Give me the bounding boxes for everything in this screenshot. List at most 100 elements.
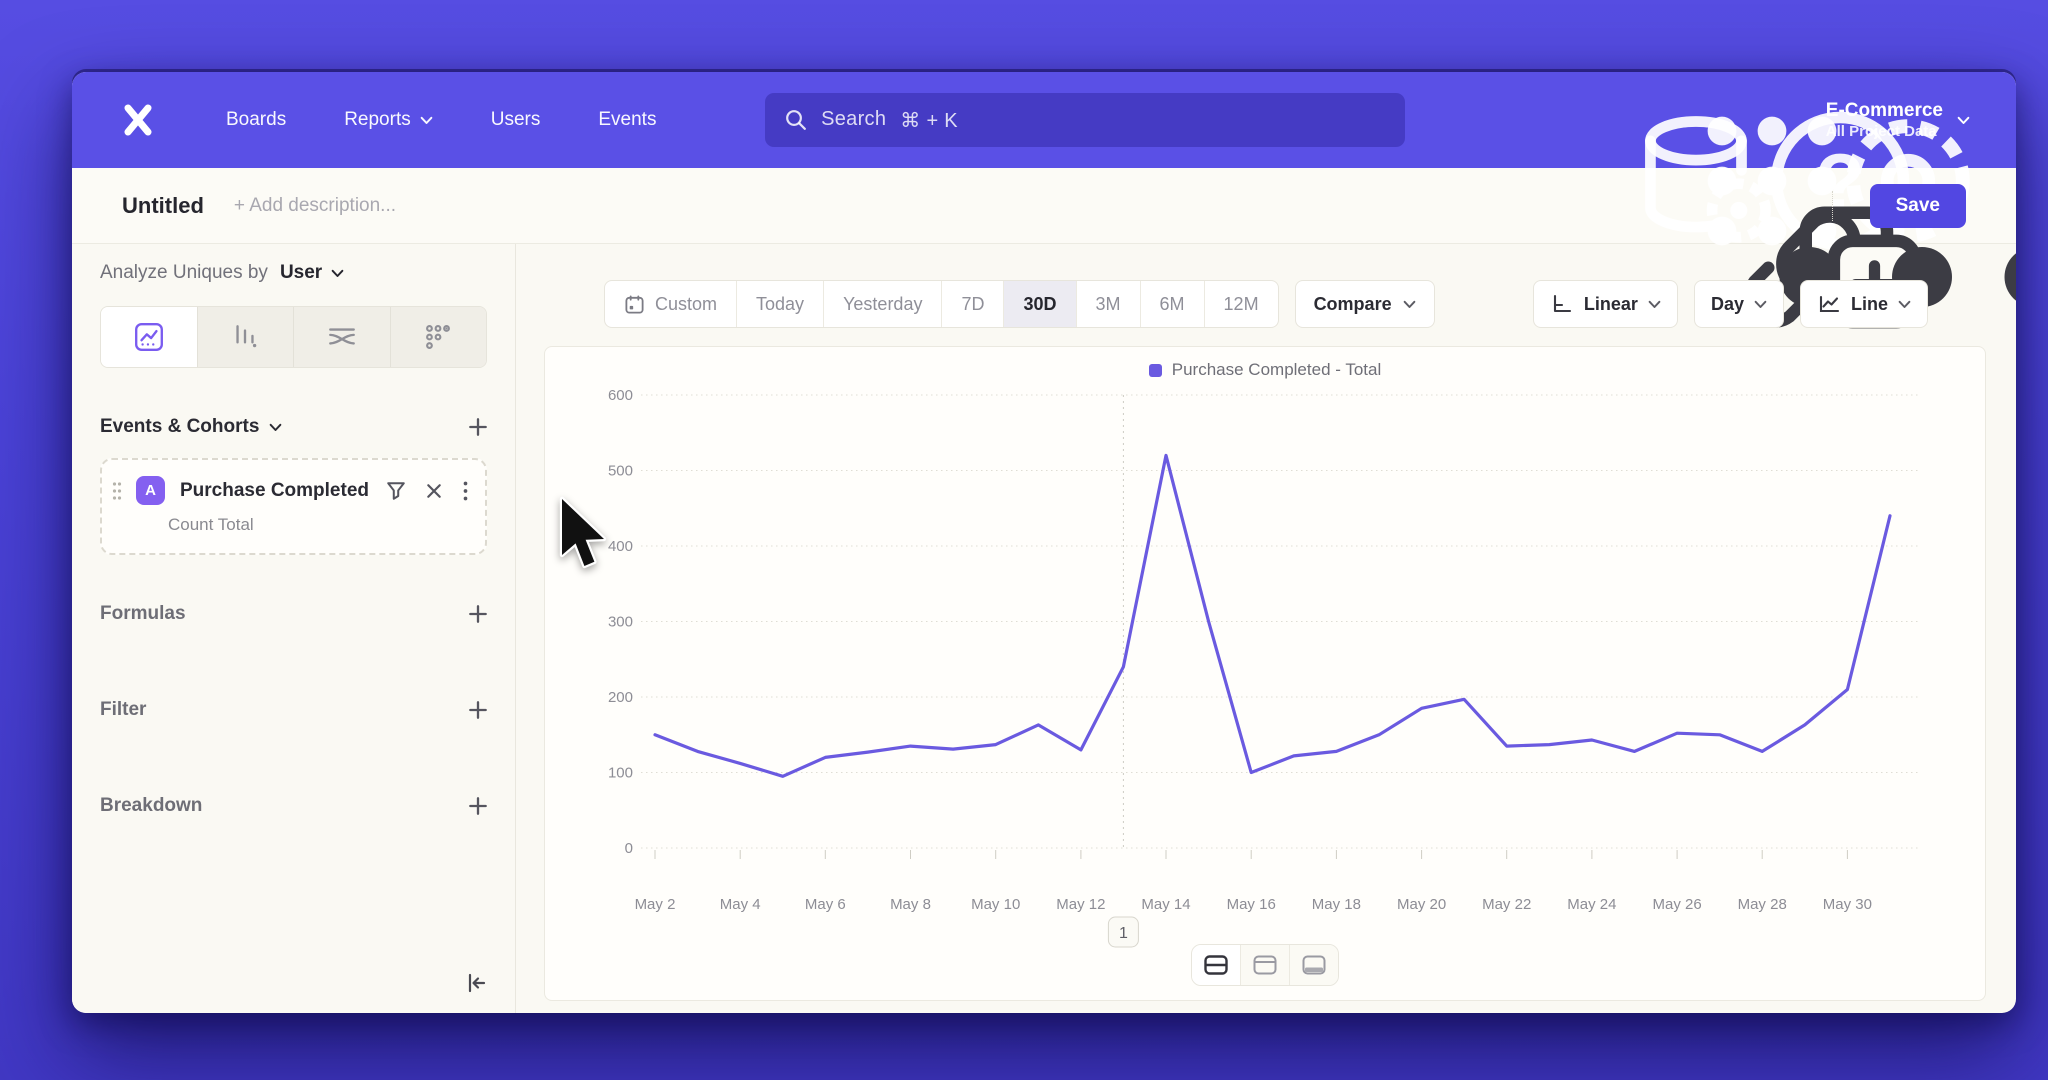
tab-insights-line[interactable] [101, 307, 198, 367]
search-input[interactable]: Search ⌘ + K [765, 93, 1406, 147]
mixpanel-logo-icon[interactable] [118, 100, 158, 140]
apps-grid-icon[interactable] [1622, 106, 1650, 134]
nav-item-events[interactable]: Events [598, 109, 657, 130]
flows-icon [326, 321, 358, 353]
event-card[interactable]: A Purchase Completed Count Total [100, 458, 487, 555]
breakdown-label: Breakdown [100, 795, 203, 816]
chevron-down-icon [1403, 300, 1416, 309]
save-button[interactable]: Save [1869, 183, 1966, 228]
split-horizontal-icon [1204, 955, 1228, 975]
breakdown-section: Breakdown [100, 795, 487, 817]
svg-text:500: 500 [608, 463, 633, 480]
date-range-segmented-control: Custom Today Yesterday 7D 30D 3M 6M 12M [604, 280, 1279, 328]
settings-gear-icon[interactable] [1758, 106, 1786, 134]
project-subtitle: All Project Data [1825, 122, 1937, 140]
scale-dropdown[interactable]: Linear [1532, 280, 1678, 328]
add-description-field[interactable]: + Add description... [233, 194, 397, 216]
svg-text:May 14: May 14 [1141, 896, 1190, 913]
nav-item-users[interactable]: Users [490, 109, 541, 130]
layout-panel-top-button[interactable] [1241, 945, 1290, 985]
tab-funnels-bar[interactable] [197, 307, 294, 367]
chevron-down-icon [269, 423, 282, 432]
chart-toolbar: Custom Today Yesterday 7D 30D 3M 6M 12M … [604, 280, 1928, 328]
chevron-down-icon [1754, 300, 1767, 309]
event-options-kebab-icon[interactable] [462, 481, 469, 501]
legend-swatch [1148, 363, 1162, 377]
range-3m[interactable]: 3M [1077, 281, 1141, 327]
svg-text:May 22: May 22 [1482, 896, 1531, 913]
svg-text:May 30: May 30 [1823, 896, 1872, 913]
analyze-label: Analyze Uniques by [100, 262, 268, 283]
panel-bottom-icon [1302, 955, 1326, 975]
data-management-icon[interactable] [1554, 106, 1582, 134]
funnels-bar-icon [229, 321, 261, 353]
top-navigation: Boards Reports Users Events Search ⌘ + K … [72, 72, 2016, 168]
range-7d[interactable]: 7D [942, 281, 1005, 327]
copy-link-icon[interactable] [1652, 194, 1676, 218]
event-letter-badge: A [136, 476, 165, 505]
line-chart-icon [1817, 292, 1841, 316]
duplicate-icon[interactable] [1712, 194, 1736, 218]
formulas-label: Formulas [100, 603, 186, 624]
add-breakdown-button[interactable] [469, 797, 487, 815]
analyze-value-dropdown[interactable]: User [279, 262, 323, 283]
add-event-button[interactable] [469, 418, 487, 436]
help-icon[interactable] [1690, 106, 1718, 134]
panel-top-icon [1253, 955, 1277, 975]
svg-text:1: 1 [1119, 925, 1128, 942]
svg-text:600: 600 [608, 387, 633, 404]
nav-right-cluster: E-Commerce All Project Data [1554, 99, 1970, 142]
range-custom[interactable]: Custom [605, 281, 738, 327]
filter-section: Filter [100, 699, 487, 721]
add-formula-button[interactable] [469, 605, 487, 623]
tab-flows[interactable] [294, 307, 391, 367]
chart-card: Purchase Completed - Total 0 100 200 300 400… [544, 346, 1986, 1001]
drag-handle-icon[interactable] [110, 481, 124, 501]
nav-item-reports[interactable]: Reports [344, 109, 433, 131]
linear-axis-icon [1550, 292, 1574, 316]
nav-item-boards[interactable]: Boards [226, 109, 287, 130]
svg-text:May 16: May 16 [1227, 896, 1276, 913]
add-filter-button[interactable] [469, 701, 487, 719]
event-name[interactable]: Purchase Completed [180, 479, 369, 501]
compare-dropdown[interactable]: Compare [1294, 280, 1435, 328]
event-aggregation[interactable]: Count Total [168, 515, 254, 534]
remove-event-icon[interactable] [426, 483, 442, 499]
project-name: E-Commerce [1825, 99, 1943, 121]
events-cohorts-header: Events & Cohorts [100, 416, 487, 438]
svg-text:May 24: May 24 [1567, 896, 1616, 913]
divider [1831, 190, 1834, 221]
events-cohorts-label[interactable]: Events & Cohorts [100, 416, 260, 437]
range-today[interactable]: Today [737, 281, 825, 327]
chart-panel: Custom Today Yesterday 7D 30D 3M 6M 12M … [516, 244, 2016, 1013]
chart-legend[interactable]: Purchase Completed - Total [545, 360, 1985, 380]
svg-text:May 26: May 26 [1652, 896, 1701, 913]
more-ellipsis-icon[interactable] [1772, 202, 1796, 210]
filter-funnel-icon[interactable] [386, 481, 406, 501]
title-actions: Save [1652, 183, 1966, 228]
svg-text:May 20: May 20 [1397, 896, 1446, 913]
range-12m[interactable]: 12M [1223, 293, 1259, 314]
query-builder-sidebar: Analyze Uniques by User Events & Cohorts… [72, 244, 516, 1013]
svg-text:0: 0 [625, 840, 633, 857]
svg-text:May 6: May 6 [805, 896, 846, 913]
project-selector[interactable]: E-Commerce All Project Data [1826, 99, 1970, 142]
chart-type-dropdown[interactable]: Line [1799, 280, 1928, 328]
layout-panel-bottom-button[interactable] [1290, 945, 1338, 985]
layout-toggle-group [545, 944, 1985, 986]
svg-text:300: 300 [608, 614, 633, 631]
report-title[interactable]: Untitled [122, 192, 204, 218]
svg-text:May 2: May 2 [635, 896, 676, 913]
chevron-down-icon [1898, 300, 1911, 309]
chevron-down-icon [1648, 300, 1661, 309]
interval-dropdown[interactable]: Day [1693, 280, 1784, 328]
range-6m[interactable]: 6M [1141, 281, 1205, 327]
range-30d[interactable]: 30D [1004, 281, 1077, 327]
collapse-sidebar-icon[interactable] [465, 971, 489, 995]
layout-split-horizontal-button[interactable] [1192, 945, 1241, 985]
tab-retention[interactable] [390, 307, 486, 367]
trend-line-chart[interactable]: 0 100 200 300 400 500 600 May 2 May 4 May 6 May 8 M… [545, 379, 1984, 999]
view-controls: Linear Day Line [1532, 280, 1928, 328]
range-yesterday[interactable]: Yesterday [824, 281, 943, 327]
